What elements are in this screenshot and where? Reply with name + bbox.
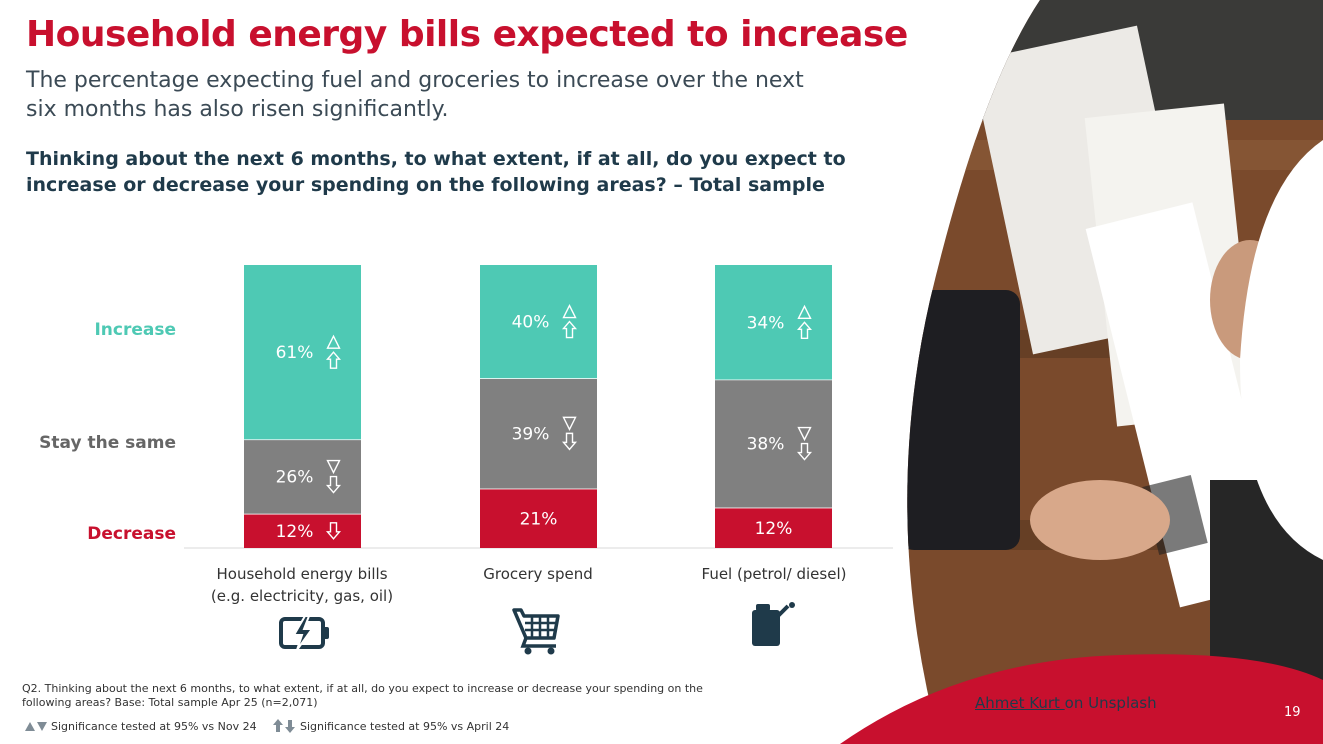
sig-apr-down-icon [561,432,578,451]
sig-nov-up-icon [797,304,812,319]
bar-energy-increase [244,265,361,440]
fuel-can-icon [752,602,795,646]
bar-grocery-stay-same [480,378,597,489]
footnote: Q2. Thinking about the next 6 months, to… [22,682,703,709]
survey-question: Thinking about the next 6 months, to wha… [26,148,846,196]
sig-nov-down-icon [797,426,812,442]
category-label-grocery: Grocery spend [428,563,648,585]
sig-apr-down-icon [796,442,813,461]
sig-nov-down-icon [562,416,577,431]
row-label-stay-same: Stay the same [39,433,176,453]
sig-apr-up-icon [561,320,578,339]
category-label-energy-line2: (e.g. electricity, gas, oil) [210,587,394,605]
row-label-decrease: Decrease [87,524,176,544]
bar-fuel-stay-same [715,379,832,508]
photo-credit-author-link[interactable]: Ahmet Kurt [975,694,1065,712]
data-label-energy-decrease: 12% [276,522,314,542]
data-label-fuel-decrease: 12% [755,519,793,539]
category-label-energy: Household energy bills (e.g. electricity… [192,563,412,607]
photo-credit-suffix: on Unsplash [1064,694,1157,712]
data-label-energy-increase: 61% [276,343,314,363]
category-label-grocery-line1: Grocery spend [483,565,593,583]
photo-credit: Ahmet Kurt on Unsplash [975,694,1157,712]
category-label-energy-line1: Household energy bills [216,565,388,583]
sig-apr-up-icon [796,321,813,339]
bar-grocery-decrease [480,488,597,548]
category-label-fuel: Fuel (petrol/ diesel) [664,563,884,585]
page-title: Household energy bills expected to incre… [26,14,908,55]
data-label-grocery-decrease: 21% [520,509,558,529]
arrow-sig-legend-icon [273,719,295,733]
page-number: 19 [1284,705,1301,720]
row-label-increase: Increase [94,320,176,340]
sig-apr-down-icon [325,475,342,494]
data-label-grocery-stay-same: 39% [512,424,550,444]
legend-nov: Significance tested at 95% vs Nov 24 [51,720,257,733]
sig-nov-up-icon [326,334,341,349]
sig-nov-up-icon [562,304,577,319]
page-subtitle: The percentage expecting fuel and grocer… [26,68,804,122]
data-label-fuel-increase: 34% [747,313,785,333]
legend-apr: Significance tested at 95% vs April 24 [300,720,510,733]
sig-apr-down-icon [325,522,342,540]
shopping-cart-icon [512,608,560,655]
data-label-energy-stay-same: 26% [276,468,314,488]
sig-nov-down-icon [326,459,341,475]
bar-fuel-decrease [715,507,832,548]
data-label-grocery-increase: 40% [512,313,550,333]
data-label-fuel-stay-same: 38% [747,435,785,455]
bar-grocery-increase [480,265,597,379]
bar-fuel-increase [715,265,832,380]
sig-apr-up-icon [325,351,342,369]
bar-energy-stay-same [244,439,361,514]
triangle-sig-legend-icon [25,722,47,731]
category-label-fuel-line1: Fuel (petrol/ diesel) [701,565,847,583]
battery-charging-icon [279,615,329,651]
bar-energy-decrease [244,513,361,548]
